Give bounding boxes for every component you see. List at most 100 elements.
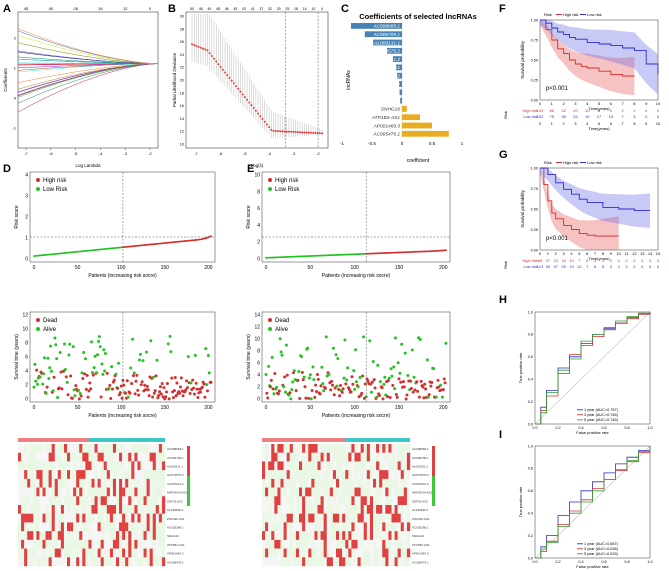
heat-cell — [391, 478, 395, 488]
heat-row-label: AC005479.1 — [412, 560, 429, 564]
survival-point — [49, 344, 53, 348]
heat-cell — [21, 487, 25, 497]
x-tick-label: 0.4 — [578, 426, 583, 430]
heat-cell — [54, 531, 59, 541]
heat-cell — [385, 513, 389, 523]
table-cell: 3 — [633, 114, 636, 119]
p-value: p<0.001 — [546, 86, 569, 92]
heat-cell — [339, 496, 343, 506]
x-tick-label: 100 — [350, 405, 359, 411]
heat-cell — [286, 478, 290, 488]
heat-cell — [357, 444, 361, 453]
heat-cell — [274, 452, 278, 462]
heat-cell — [125, 496, 129, 506]
heat-cell — [302, 522, 306, 532]
heat-cell — [137, 496, 141, 506]
heat-cell — [397, 461, 401, 471]
heat-cell — [39, 444, 43, 453]
heat-cell — [18, 452, 22, 462]
heat-cell — [289, 444, 294, 453]
heat-cell — [161, 539, 166, 549]
heat-cell — [97, 496, 101, 506]
heat-cell — [33, 487, 37, 497]
coefficient-path — [17, 42, 159, 64]
heat-cell — [109, 548, 114, 558]
heat-cell — [376, 496, 380, 506]
heat-cell — [54, 478, 59, 488]
heat-cell — [391, 531, 395, 541]
heat-cell — [60, 461, 65, 471]
x-tick-label: 0.6 — [601, 426, 606, 430]
survival-point — [172, 389, 176, 393]
heat-cell — [131, 513, 135, 523]
heat-cell — [376, 531, 380, 541]
heat-cell — [149, 522, 153, 532]
heat-cell — [39, 539, 43, 549]
heat-cell — [143, 522, 147, 532]
heat-cell — [30, 513, 34, 523]
heat-cell — [289, 557, 294, 567]
heat-cell — [91, 444, 95, 453]
cv-point — [235, 85, 238, 88]
survival-point — [78, 392, 82, 396]
x-tick-label: 5 — [598, 101, 601, 106]
x-axis-label: False positive rate — [576, 564, 609, 569]
heat-cell — [342, 487, 346, 497]
heat-cell — [339, 452, 343, 462]
heat-cell — [379, 496, 383, 506]
risk-bar-low — [344, 438, 410, 442]
survival-point — [85, 373, 89, 377]
survival-point — [347, 388, 351, 392]
x-tick-label: 8 — [602, 251, 605, 256]
survival-point — [383, 375, 387, 379]
survival-point — [358, 375, 362, 379]
heat-cell — [400, 461, 405, 471]
survival-point — [92, 366, 96, 370]
table-cell: 12 — [577, 264, 582, 269]
heat-cell — [131, 470, 135, 480]
heat-cell — [112, 487, 117, 497]
heat-cell — [336, 461, 340, 471]
heat-cell — [48, 461, 52, 471]
heat-cell — [112, 522, 117, 532]
survival-point — [268, 385, 272, 389]
survival-point — [44, 391, 48, 395]
heat-cell — [85, 548, 89, 558]
heat-cell — [308, 557, 312, 567]
heat-cell — [295, 444, 300, 453]
survival-point — [335, 384, 339, 388]
heat-cell — [97, 461, 101, 471]
heat-cell — [30, 470, 34, 480]
heat-cell — [60, 505, 65, 514]
heat-cell — [112, 557, 117, 567]
heat-cell — [342, 531, 346, 541]
survival-point — [403, 351, 407, 355]
heat-cell — [323, 557, 327, 567]
heat-cell — [394, 444, 398, 453]
x-tick-label: 2 — [562, 101, 565, 106]
survival-point — [285, 373, 289, 377]
heat-cell — [134, 522, 138, 532]
heat-cell — [326, 470, 331, 480]
heat-cell — [146, 487, 150, 497]
heat-cell — [103, 548, 108, 558]
heat-cell — [67, 548, 71, 558]
heat-cell — [36, 531, 40, 541]
heat-cell — [63, 444, 68, 453]
heat-cell — [391, 513, 395, 523]
x-tick-label: -4 — [267, 151, 271, 156]
heat-cell — [336, 444, 340, 453]
heat-cell — [48, 557, 52, 567]
risk-bar-high — [262, 438, 345, 442]
heat-cell — [283, 505, 287, 514]
survival-point — [80, 371, 84, 375]
heat-cell — [33, 505, 37, 514]
survival-point — [88, 381, 92, 385]
top-tick-label: 18 — [294, 7, 298, 11]
table-x-tick: 4 — [586, 122, 588, 126]
heat-cell — [70, 548, 74, 558]
heat-cell — [336, 539, 340, 549]
heat-cell — [97, 478, 101, 488]
